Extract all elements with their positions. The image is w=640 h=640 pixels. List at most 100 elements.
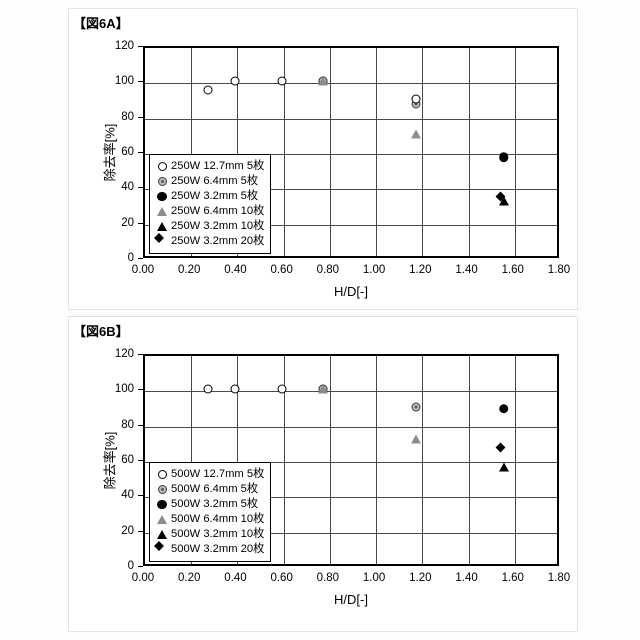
data-point — [411, 403, 420, 412]
legend-item-label: 500W 3.2mm 5枚 — [171, 499, 258, 510]
y-axis-tick-label: 100 — [115, 75, 134, 87]
y-axis-tick-label: 20 — [121, 525, 134, 537]
legend-item-label: 500W 12.7mm 5枚 — [171, 469, 264, 480]
y-axis-tick-label: 60 — [121, 146, 134, 158]
legend-item: 250W 3.2mm 5枚 — [155, 189, 264, 204]
data-point — [231, 77, 240, 86]
y-tick-mark — [138, 223, 143, 224]
legend-item-label: 500W 3.2mm 10枚 — [171, 529, 264, 540]
x-axis-tick-label: 0.40 — [224, 572, 246, 584]
legend-marker-filled-circle-icon — [155, 498, 169, 512]
x-axis-label: H/D[-] — [334, 592, 368, 607]
x-axis-tick-label: 0.60 — [270, 264, 292, 276]
x-axis-tick-label: 1.40 — [455, 572, 477, 584]
y-axis-tick-label: 40 — [121, 489, 134, 501]
legend-item-label: 250W 6.4mm 5枚 — [171, 176, 258, 187]
y-axis-tick-label: 40 — [121, 181, 134, 193]
y-axis-tick-label: 80 — [121, 111, 134, 123]
legend-item: 250W 3.2mm 10枚 — [155, 219, 264, 234]
y-tick-mark — [138, 566, 143, 567]
x-axis-tick-label: 1.00 — [363, 572, 385, 584]
gridline-vertical — [422, 48, 423, 256]
x-axis-tick-label: 1.40 — [455, 264, 477, 276]
x-axis-tick-label: 1.80 — [548, 572, 570, 584]
x-axis-tick-label: 0.00 — [132, 572, 154, 584]
legend-marker-filled-circle-icon — [155, 190, 169, 204]
scatter-chart-b: 0204060801001200.000.200.400.600.801.001… — [69, 317, 577, 631]
y-axis-tick-label: 60 — [121, 454, 134, 466]
gridline-vertical — [376, 356, 377, 564]
legend-item: 250W 6.4mm 5枚 — [155, 174, 264, 189]
data-point — [231, 385, 240, 394]
y-axis-tick-label: 0 — [128, 560, 134, 572]
figure-panel-b: 【図6B】 0204060801001200.000.200.400.600.8… — [68, 316, 578, 632]
gridline-horizontal — [145, 427, 557, 428]
data-point — [203, 86, 212, 95]
y-axis-label: 除去率[%] — [100, 421, 119, 501]
legend-item: 500W 12.7mm 5枚 — [155, 467, 264, 482]
legend-marker-open-triangle-icon — [155, 205, 169, 219]
data-point — [318, 77, 328, 86]
data-point — [499, 404, 509, 414]
y-tick-mark — [138, 460, 143, 461]
y-tick-mark — [138, 389, 143, 390]
x-axis-tick-label: 1.80 — [548, 264, 570, 276]
y-axis-label: 除去率[%] — [100, 113, 119, 193]
y-axis-tick-label: 0 — [128, 252, 134, 264]
legend-item-label: 250W 12.7mm 5枚 — [171, 161, 264, 172]
data-point — [499, 463, 509, 472]
x-axis-tick-label: 0.80 — [317, 264, 339, 276]
legend-marker-filled-diamond-icon — [155, 235, 169, 249]
legend-item-label: 250W 6.4mm 10枚 — [171, 206, 264, 217]
chart-legend: 250W 12.7mm 5枚 250W 6.4mm 5枚 250W 3.2mm 5枚… — [149, 154, 271, 254]
gridline-vertical — [376, 48, 377, 256]
x-axis-tick-label: 0.40 — [224, 264, 246, 276]
gridline-vertical — [469, 48, 470, 256]
legend-marker-double-circle-icon — [155, 175, 169, 189]
legend-item-label: 250W 3.2mm 10枚 — [171, 221, 264, 232]
data-point — [411, 130, 421, 139]
chart-legend: 500W 12.7mm 5枚 500W 6.4mm 5枚 500W 3.2mm 5枚… — [149, 462, 271, 562]
legend-item: 250W 3.2mm 20枚 — [155, 234, 264, 249]
legend-item: 500W 6.4mm 10枚 — [155, 512, 264, 527]
legend-item-label: 500W 6.4mm 5枚 — [171, 484, 258, 495]
gridline-vertical — [330, 356, 331, 564]
legend-marker-filled-triangle-icon — [155, 220, 169, 234]
y-tick-mark — [138, 187, 143, 188]
y-axis-tick-label: 20 — [121, 217, 134, 229]
data-point — [318, 385, 328, 394]
legend-item: 250W 12.7mm 5枚 — [155, 159, 264, 174]
data-point — [499, 153, 509, 163]
legend-marker-filled-triangle-icon — [155, 528, 169, 542]
data-point — [411, 95, 420, 104]
gridline-vertical — [515, 48, 516, 256]
legend-marker-open-circle-icon — [155, 468, 169, 482]
x-axis-tick-label: 0.20 — [178, 572, 200, 584]
document-page: 【図6A】 0204060801001200.000.200.400.600.8… — [0, 0, 640, 640]
x-axis-tick-label: 1.20 — [409, 264, 431, 276]
scatter-chart-a: 0204060801001200.000.200.400.600.801.001… — [69, 9, 577, 309]
x-axis-tick-label: 0.80 — [317, 572, 339, 584]
gridline-vertical — [330, 48, 331, 256]
legend-item-label: 250W 3.2mm 5枚 — [171, 191, 258, 202]
legend-marker-filled-diamond-icon — [155, 543, 169, 557]
data-point — [411, 434, 421, 443]
x-axis-tick-label: 1.60 — [502, 264, 524, 276]
legend-item: 250W 6.4mm 10枚 — [155, 204, 264, 219]
legend-item: 500W 3.2mm 5枚 — [155, 497, 264, 512]
y-tick-mark — [138, 81, 143, 82]
x-axis-tick-label: 0.60 — [270, 572, 292, 584]
data-point — [203, 385, 212, 394]
x-axis-tick-label: 1.00 — [363, 264, 385, 276]
legend-marker-open-triangle-icon — [155, 513, 169, 527]
y-axis-tick-label: 120 — [115, 348, 134, 360]
legend-item: 500W 3.2mm 10枚 — [155, 527, 264, 542]
data-point — [500, 196, 507, 203]
gridline-vertical — [515, 356, 516, 564]
figure-panel-a: 【図6A】 0204060801001200.000.200.400.600.8… — [68, 8, 578, 310]
legend-item-label: 250W 3.2mm 20枚 — [171, 236, 264, 247]
gridline-horizontal — [145, 119, 557, 120]
y-axis-tick-label: 120 — [115, 40, 134, 52]
data-point — [500, 448, 507, 455]
legend-marker-open-circle-icon — [155, 160, 169, 174]
